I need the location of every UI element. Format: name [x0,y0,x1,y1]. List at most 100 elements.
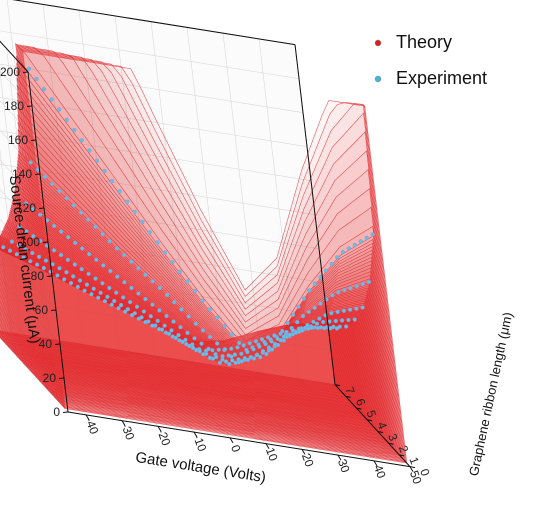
experiment-point [200,328,205,333]
z-tick-mark [38,207,45,209]
experiment-point [192,288,197,294]
experiment-point [232,352,238,357]
experiment-point [354,283,359,289]
z-tick-mark [30,139,37,141]
theory-curve [22,51,408,464]
y-tick-mark [367,419,373,422]
experiment-point [186,314,191,319]
experiment-point [259,337,265,342]
experiment-point [21,255,26,260]
theory-curve [0,249,336,386]
experiment-point [64,117,69,122]
experiment-point [36,254,42,259]
experiment-point [344,324,349,329]
experiment-point [272,333,277,338]
experiment-point [255,352,260,357]
y-tick-label: 6 [353,397,369,408]
experiment-point [115,274,120,279]
experiment-point [300,328,305,333]
x-tick-label: -20 [154,426,173,447]
experiment-point [148,314,153,319]
experiment-point [150,323,155,328]
experiment-point [207,355,212,360]
experiment-point [215,341,220,346]
experiment-point [278,338,283,343]
experiment-point [192,336,197,341]
experiment-point [352,317,357,322]
theory-curve [18,46,404,460]
experiment-point [264,351,269,357]
experiment-point [230,358,235,363]
experiment-point [366,279,372,285]
experiment-point [207,307,212,312]
experiment-point [170,334,175,339]
experiment-point [291,312,296,317]
z-tick-mark [22,71,29,73]
experiment-point [157,285,162,291]
experiment-point [129,313,135,318]
axis-line [12,0,296,46]
experiment-point [50,262,55,267]
experiment-point [105,294,110,300]
experiment-point [57,189,62,194]
experiment-point [93,276,98,281]
y-tick-label: 3 [385,432,401,443]
x-tick-label: 20 [299,451,317,469]
experiment-point [214,354,219,360]
experiment-point [112,298,117,304]
experiment-point [245,357,250,363]
experiment-point [335,309,340,315]
experiment-point [82,288,87,293]
experiment-point [183,337,188,342]
x-tick-mark [121,420,126,426]
axis-line [294,44,336,385]
experiment-point [162,323,167,328]
experiment-point [229,346,234,351]
experiment-point [125,199,130,204]
experiment-point [55,273,60,278]
x-tick-mark [301,449,306,455]
theory-surface [0,42,408,464]
experiment-point [9,239,14,244]
gridline-x-wall [222,33,264,374]
z-tick-mark [26,105,33,107]
x-tick-mark [337,454,342,461]
experiment-point [107,239,112,244]
experiment-point [329,311,334,316]
experiment-point [227,362,232,367]
experiment-point [233,360,238,365]
experiment-point [58,252,64,258]
experiment-point [136,316,141,321]
experiment-point [57,266,62,271]
experiment-point [220,357,225,362]
z-tick-mark [58,377,65,379]
experiment-point [72,262,77,267]
experiment-point [87,252,92,257]
y-tick-mark [409,466,416,469]
theory-curve [21,50,407,463]
experiment-point [62,277,67,282]
x-tick-mark [265,443,270,449]
experiment-point [322,326,327,331]
experiment-point [170,260,175,265]
z-tick-mark [54,343,61,345]
experiment-point [241,343,246,348]
experiment-point [132,209,137,214]
experiment-point [245,349,250,355]
experiment-point [73,240,78,245]
experiment-point [140,219,145,225]
experiment-point [128,300,133,305]
experiment-point [329,261,334,267]
y-tick-mark [356,407,362,410]
experiment-point [163,330,168,335]
experiment-point [370,232,375,237]
experiment-point [64,270,69,275]
x-tick-label: -10 [190,432,209,453]
experiment-point [333,318,338,324]
theory-curve [20,48,405,461]
experiment-point [340,318,345,323]
y-tick-mark [334,384,341,387]
experiment-point [117,189,122,194]
legend-marker-theory [374,39,382,47]
